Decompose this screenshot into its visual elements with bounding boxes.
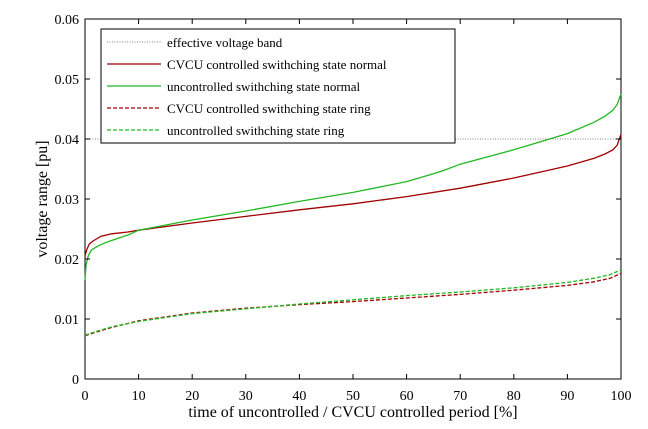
y-tick-label: 0.05	[55, 73, 80, 88]
x-tick-label: 100	[611, 389, 632, 404]
x-tick-label: 50	[346, 389, 360, 404]
y-tick-label: 0.06	[55, 13, 80, 28]
x-tick-label: 40	[292, 389, 306, 404]
legend: effective voltage band CVCU controlled sw…	[100, 28, 456, 144]
x-tick-label: 80	[507, 389, 521, 404]
y-tick-label: 0.02	[55, 253, 80, 268]
x-tick-label: 20	[185, 389, 199, 404]
x-tick-label: 60	[400, 389, 414, 404]
legend-label-2: uncontrolled swithching state normal	[167, 79, 361, 94]
legend-items: effective voltage band CVCU controlled sw…	[107, 35, 387, 138]
series-line-4	[84, 269, 622, 336]
y-axis-ticks: 0 0.01 0.02 0.03 0.04 0.05 0.06	[55, 13, 621, 388]
y-tick-label: 0.03	[55, 193, 80, 208]
legend-label-1: CVCU controlled swithching state normal	[167, 57, 387, 72]
y-tick-label: 0.04	[55, 133, 80, 148]
legend-label-4: uncontrolled swithching state ring	[167, 123, 345, 138]
x-tick-label: 10	[132, 389, 146, 404]
x-tick-label: 0	[82, 389, 89, 404]
y-tick-label: 0.01	[55, 313, 80, 328]
x-tick-label: 70	[453, 389, 467, 404]
x-tick-label: 30	[239, 389, 253, 404]
legend-label-3: CVCU controlled swithching state ring	[167, 101, 371, 116]
series-line-2	[84, 93, 622, 281]
series-layer	[84, 93, 622, 337]
x-axis-ticks: 0 10 20 30 40 50 60 70 80 90 100	[82, 19, 632, 404]
y-tick-label: 0	[72, 373, 79, 388]
series-line-1	[84, 133, 622, 257]
legend-label-0: effective voltage band	[167, 35, 283, 50]
x-axis-label: time of uncontrolled / CVCU controlled p…	[188, 404, 517, 421]
series-line-3	[84, 272, 622, 337]
y-axis-label: voltage range [pu]	[34, 140, 51, 257]
x-tick-label: 90	[560, 389, 574, 404]
